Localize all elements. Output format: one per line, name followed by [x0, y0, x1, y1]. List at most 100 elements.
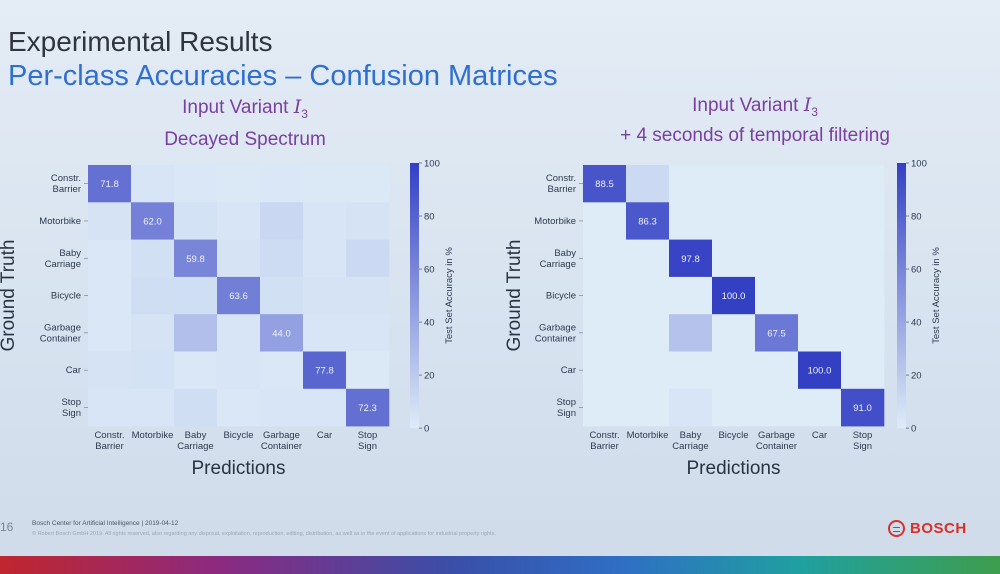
heatmap-cell-6-5 — [798, 388, 842, 427]
heatmap-cell-6-3 — [712, 388, 756, 427]
heatmap-cell-4-6 — [841, 314, 885, 352]
heatmap-cell-2-2 — [174, 239, 218, 278]
heatmap-cell-2-0 — [583, 239, 627, 278]
heatmap-cell-3-5 — [798, 276, 842, 315]
heatmap-cell-6-2 — [669, 388, 713, 427]
heatmap-cell-5-2 — [174, 351, 218, 390]
col-tick-label: Baby Carriage — [672, 430, 708, 452]
heatmap-cell-2-0 — [88, 239, 132, 278]
heatmap-cell-4-1 — [626, 314, 670, 352]
col-tick-label: Constr. Barrier — [589, 430, 619, 452]
heatmap-cell-6-1 — [131, 388, 175, 427]
row-tick-label: Stop Sign — [556, 397, 576, 419]
heatmap-cell-3-0 — [583, 276, 627, 315]
colorbar-tick-label: 80 — [424, 212, 435, 223]
heatmap-cell-1-0 — [583, 202, 627, 240]
col-tick-label: Constr. Barrier — [94, 430, 124, 452]
heatmap-cell-3-3 — [712, 276, 756, 315]
cell-value-label: 62.0 — [143, 216, 162, 227]
heatmap-cell-1-4 — [260, 202, 304, 240]
heatmap-cell-1-0 — [88, 202, 132, 240]
heatmap-cell-0-0 — [583, 165, 627, 203]
colorbar-tick-label: 60 — [911, 265, 922, 276]
heatmap-cell-5-4 — [755, 351, 799, 390]
cell-value-label: 72.3 — [358, 403, 377, 414]
heatmap-cell-6-0 — [583, 388, 627, 427]
heatmap-cell-0-0 — [88, 165, 132, 203]
heatmap-cell-2-5 — [798, 239, 842, 278]
colorbar-tick-label: 40 — [911, 318, 922, 329]
row-tick-label: Constr. Barrier — [51, 173, 81, 195]
bosch-logo-icon — [888, 520, 905, 537]
heatmap-cell-6-0 — [88, 388, 132, 427]
cell-value-label: 44.0 — [272, 328, 291, 339]
heatmap-cell-4-1 — [131, 314, 175, 352]
row-tick-label: Constr. Barrier — [546, 173, 576, 195]
cell-value-label: 97.8 — [681, 254, 700, 265]
colorbar-tick-label: 40 — [424, 318, 435, 329]
heatmap-cell-4-6 — [346, 314, 390, 352]
heatmap-cell-1-2 — [669, 202, 713, 240]
colorbar-tick-label: 60 — [424, 265, 435, 276]
heatmap-cell-4-0 — [88, 314, 132, 352]
heatmap-cell-3-4 — [755, 276, 799, 315]
panel-right-heading: Input Variant I3 + 4 seconds of temporal… — [570, 94, 940, 147]
heatmap-cell-1-6 — [841, 202, 885, 240]
cell-value-label: 63.6 — [229, 291, 248, 302]
heatmap-cell-0-1 — [131, 165, 175, 203]
colorbar-tick-label: 20 — [424, 371, 435, 382]
row-tick-label: Baby Carriage — [45, 248, 82, 270]
heatmap-cell-5-2 — [669, 351, 713, 390]
bosch-wordmark: BOSCH — [910, 520, 967, 537]
footer-copyright: © Robert Bosch GmbH 2019. All rights res… — [32, 531, 496, 537]
heatmap-cell-3-6 — [841, 276, 885, 315]
row-tick-label: Motorbike — [39, 216, 81, 227]
row-tick-label: Garbage Container — [40, 322, 81, 344]
heatmap-cell-0-4 — [755, 165, 799, 203]
heatmap-cell-3-2 — [669, 276, 713, 315]
cell-value-label: 71.8 — [100, 179, 119, 190]
row-tick-label: Car — [561, 365, 576, 376]
heatmap-cell-4-4 — [755, 314, 799, 352]
brand-color-bar — [0, 556, 1000, 574]
col-tick-label: Motorbike — [627, 430, 669, 441]
heatmap-cell-2-4 — [755, 239, 799, 278]
heatmap-cell-2-1 — [131, 239, 175, 278]
colorbar-tick-label: 0 — [424, 424, 429, 435]
heatmap-cell-6-6 — [346, 388, 390, 427]
heatmap-cell-4-4 — [260, 314, 304, 352]
heatmap-cell-1-1 — [131, 202, 175, 240]
heatmap-cell-1-4 — [755, 202, 799, 240]
row-tick-label: Bicycle — [546, 291, 576, 302]
colorbar-tick-label: 100 — [911, 159, 927, 170]
heatmap-cell-5-3 — [217, 351, 261, 390]
row-tick-label: Garbage Container — [535, 322, 576, 344]
heatmap-cell-3-1 — [131, 276, 175, 315]
heatmap-cell-1-3 — [217, 202, 261, 240]
cell-value-label: 100.0 — [808, 366, 832, 377]
col-tick-label: Stop Sign — [358, 430, 378, 452]
heatmap-cell-5-6 — [346, 351, 390, 390]
heatmap-cell-1-6 — [346, 202, 390, 240]
heatmap-cell-2-1 — [626, 239, 670, 278]
heatmap-cell-1-5 — [303, 202, 347, 240]
heatmap-cell-0-6 — [346, 165, 390, 203]
heatmap-cell-3-0 — [88, 276, 132, 315]
bosch-brand: BOSCH — [888, 520, 967, 537]
heatmap-cell-0-2 — [669, 165, 713, 203]
col-tick-label: Bicycle — [718, 430, 748, 441]
colorbar-label: Test Set Accuracy in % — [931, 247, 942, 344]
heatmap-cell-5-6 — [841, 351, 885, 390]
heatmap-cell-6-4 — [260, 388, 304, 427]
footer-text: Bosch Center for Artificial Intelligence… — [32, 520, 179, 527]
col-tick-label: Motorbike — [132, 430, 174, 441]
row-tick-label: Car — [66, 365, 81, 376]
heatmap-cell-2-6 — [346, 239, 390, 278]
heatmap-cell-4-5 — [798, 314, 842, 352]
heatmap-cell-0-2 — [174, 165, 218, 203]
panel-left-heading: Input Variant I3 Decayed Spectrum — [150, 96, 340, 151]
heatmap-cell-5-1 — [626, 351, 670, 390]
cell-value-label: 86.3 — [638, 216, 657, 227]
colorbar-tick-label: 80 — [911, 212, 922, 223]
col-tick-label: Garbage Container — [261, 430, 302, 452]
